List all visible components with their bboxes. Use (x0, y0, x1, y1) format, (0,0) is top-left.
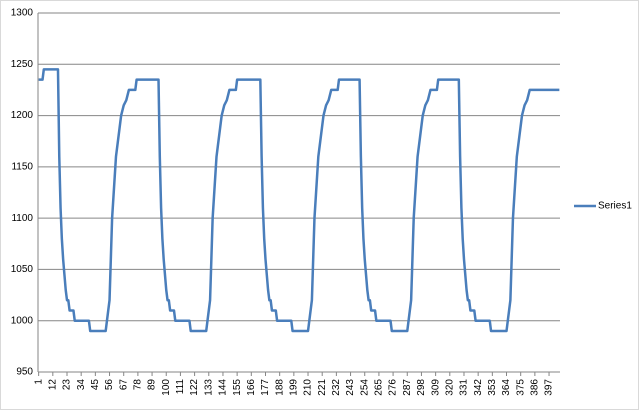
x-tick-label: 287 (402, 379, 413, 396)
x-tick-label: 265 (374, 379, 385, 396)
x-tick-label: 45 (90, 379, 101, 391)
x-tick-label: 221 (317, 379, 328, 396)
y-tick-label: 1150 (11, 161, 33, 172)
x-tick-label: 1 (33, 379, 44, 385)
x-tick-label: 12 (47, 379, 58, 391)
x-tick-label: 254 (359, 379, 370, 396)
series-line (38, 68, 560, 333)
x-tick-label: 397 (544, 379, 555, 396)
x-tick-label: 56 (104, 379, 115, 391)
x-tick-label: 331 (459, 379, 470, 396)
y-tick-label: 950 (16, 367, 33, 378)
y-tick-label: 1000 (11, 315, 34, 326)
x-tick-label: 386 (530, 379, 541, 396)
x-tick-label: 188 (274, 379, 285, 396)
x-tick-label: 342 (473, 379, 484, 396)
y-tick-label: 1100 (11, 213, 33, 224)
x-tick-label: 23 (62, 379, 73, 391)
x-tick-label: 133 (203, 379, 214, 396)
x-tick-label: 89 (147, 379, 158, 391)
y-tick-label: 1300 (11, 8, 34, 19)
x-tick-label: 232 (331, 379, 342, 396)
legend-label: Series1 (598, 201, 632, 212)
x-tick-label: 155 (232, 379, 243, 396)
y-tick-label: 1050 (11, 264, 34, 275)
y-tick-label: 1200 (11, 110, 34, 121)
x-tick-label: 243 (345, 379, 356, 396)
x-tick-label: 375 (515, 379, 526, 396)
x-tick-label: 210 (303, 379, 314, 396)
x-tick-label: 67 (118, 379, 129, 391)
x-tick-label: 320 (444, 379, 455, 396)
x-tick-label: 34 (76, 379, 87, 391)
x-tick-label: 78 (133, 379, 144, 391)
x-tick-label: 100 (161, 379, 172, 396)
x-tick-label: 298 (416, 379, 427, 396)
x-tick-label: 144 (218, 379, 229, 396)
x-tick-label: 364 (501, 379, 512, 396)
x-tick-label: 199 (288, 379, 299, 396)
x-tick-label: 111 (175, 379, 186, 395)
y-tick-label: 1250 (11, 59, 34, 70)
x-tick-label: 276 (388, 379, 399, 396)
x-tick-label: 166 (246, 379, 257, 396)
x-tick-label: 177 (260, 379, 271, 396)
x-tick-label: 122 (189, 379, 200, 396)
x-tick-label: 353 (487, 379, 498, 396)
x-tick-label: 309 (430, 379, 441, 396)
